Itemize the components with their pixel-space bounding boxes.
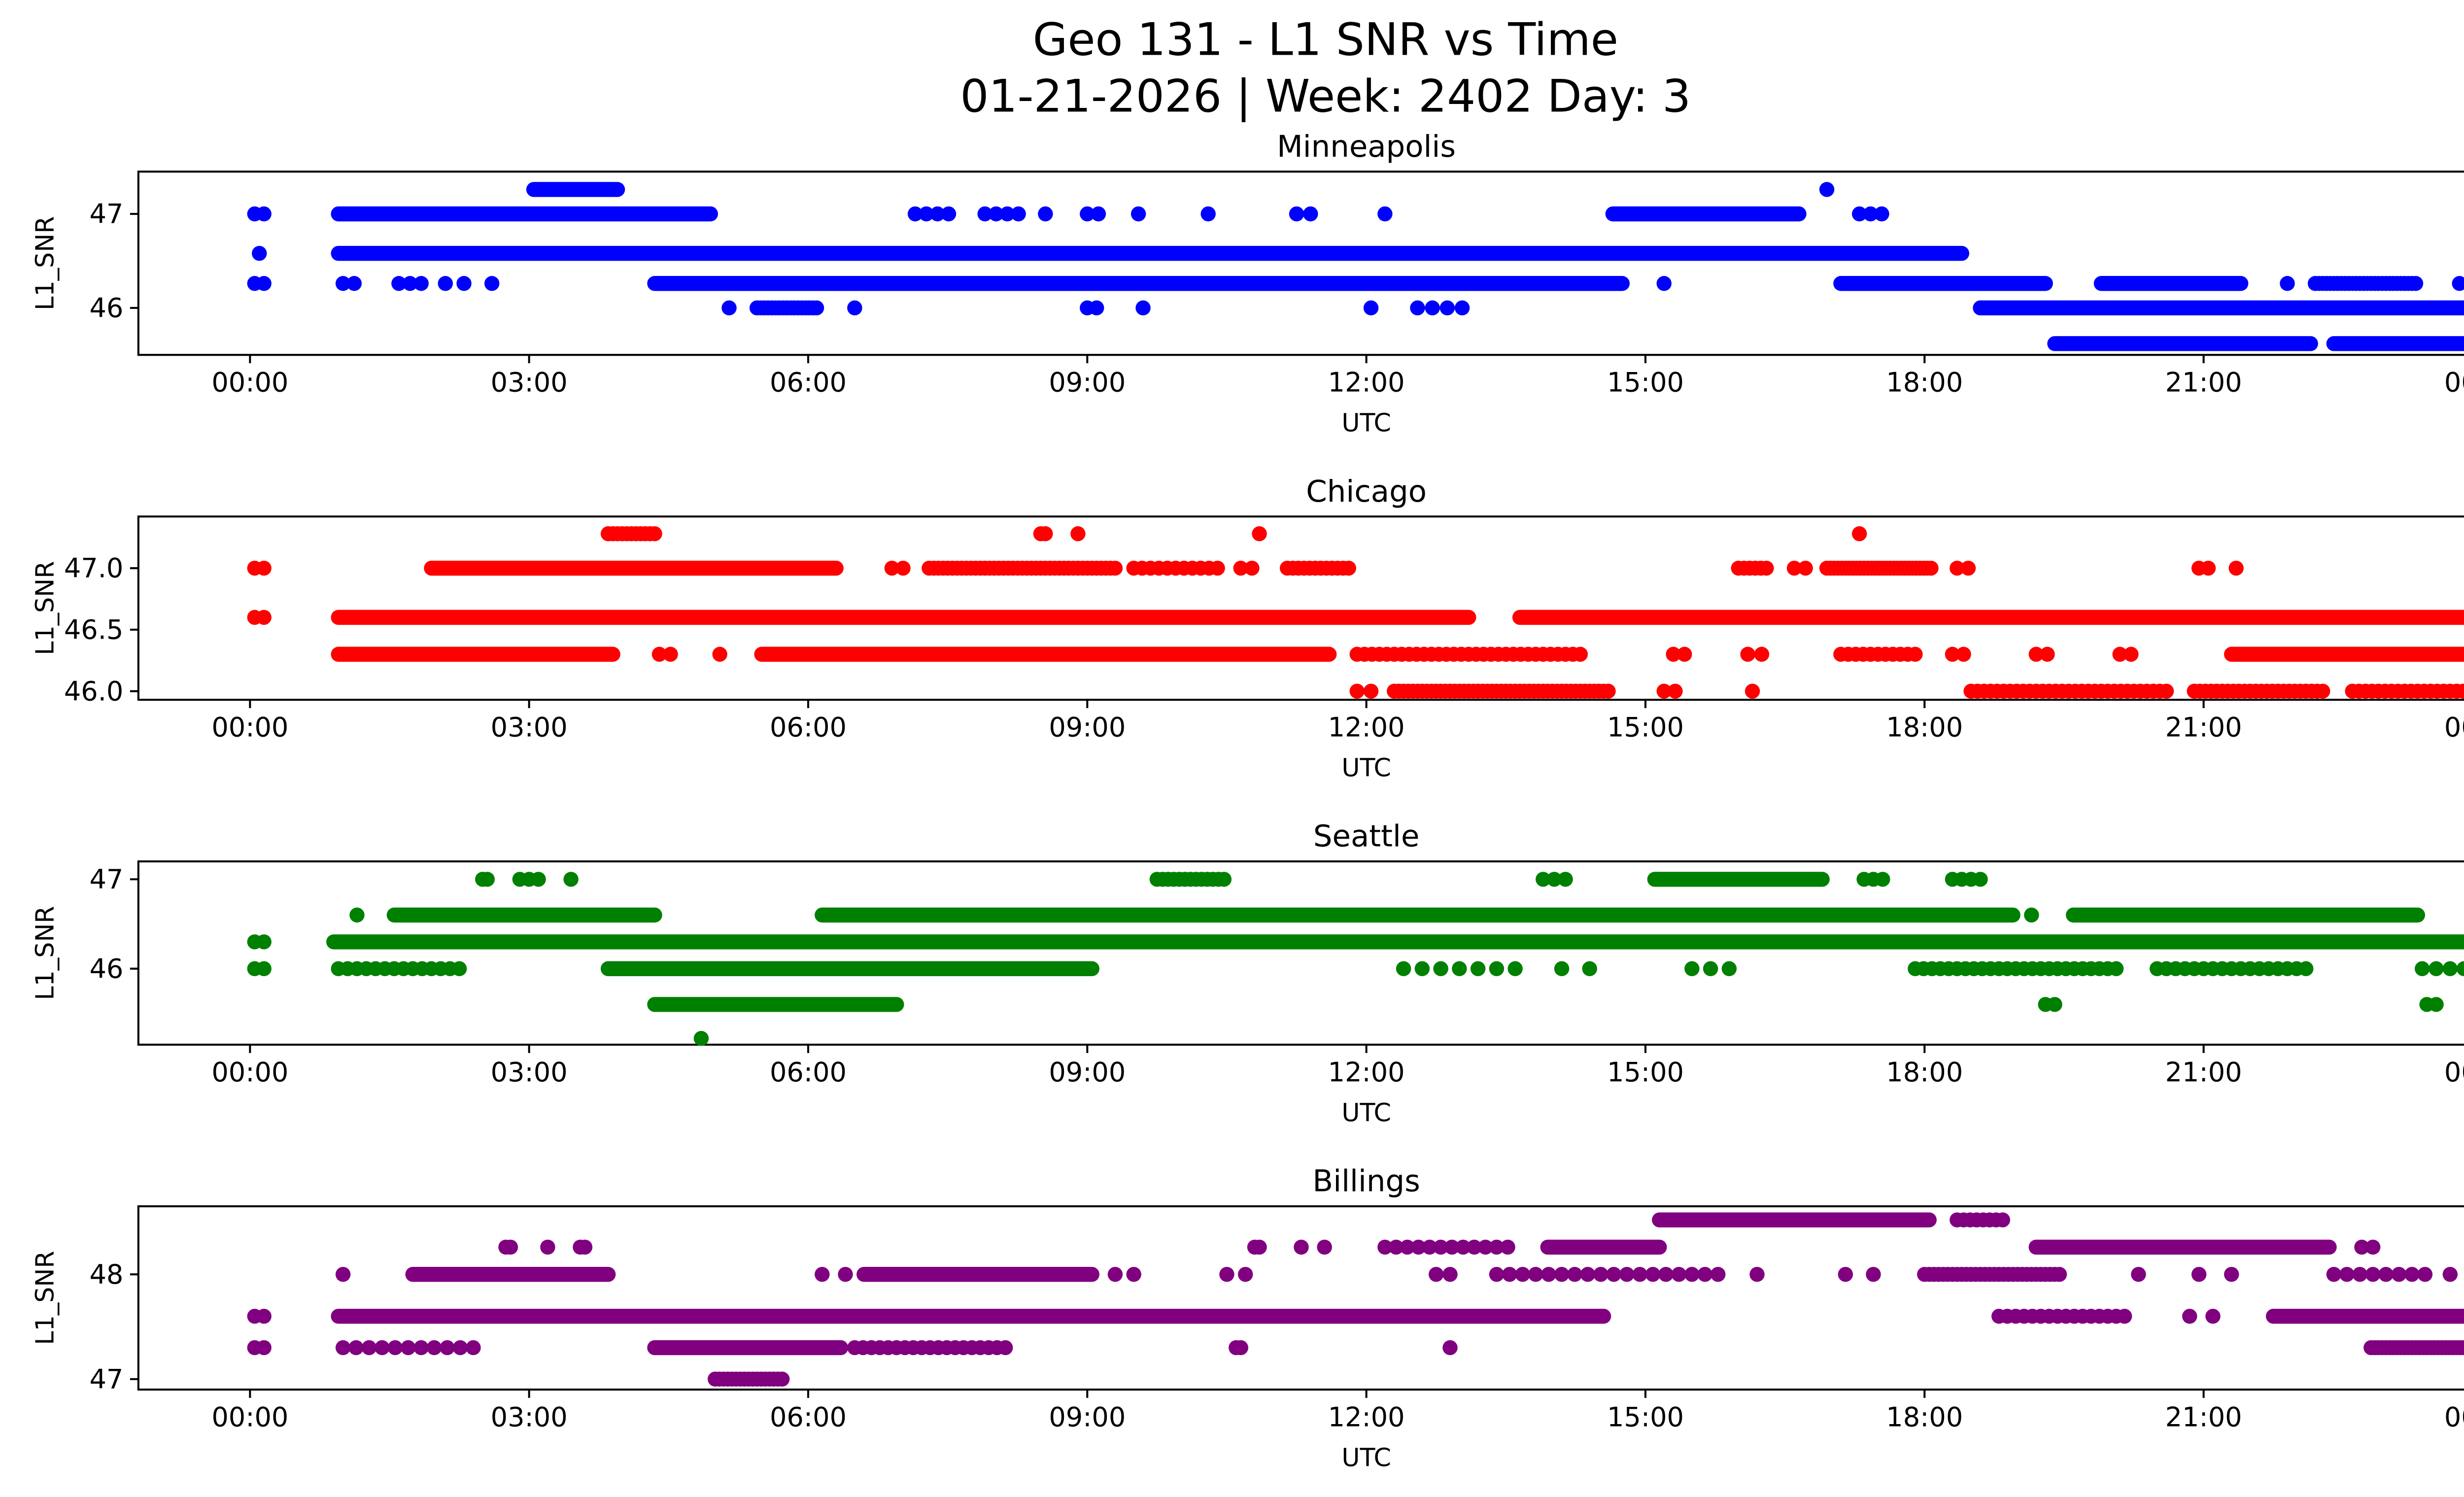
y-tick-label: 47: [89, 199, 123, 230]
x-tick-label: 21:00: [2165, 1401, 2242, 1432]
x-tick-label: 00:00: [211, 1401, 288, 1432]
scatter-points: [247, 182, 2464, 351]
x-tick-label: 18:00: [1886, 1401, 1963, 1432]
x-tick-label: 06:00: [770, 1401, 847, 1432]
x-tick-label: 18:00: [1886, 1056, 1963, 1088]
x-axis-label: UTC: [1341, 1098, 1391, 1127]
y-tick-label: 46.5: [64, 614, 124, 645]
x-tick-label: 15:00: [1607, 1056, 1684, 1088]
x-tick-label: 09:00: [1049, 712, 1126, 743]
figure-subtitle: 01-21-2026 | Week: 2402 Day: 3: [960, 70, 1691, 123]
x-tick-label: 06:00: [770, 367, 847, 398]
subplot-title: Seattle: [1313, 819, 1420, 854]
x-tick-label: 12:00: [1328, 712, 1405, 743]
subplot-title: Chicago: [1306, 474, 1427, 509]
subplots-container: Minneapolis L1_SNR UTC 00:00 03:00 06:00 09:00…: [30, 129, 2464, 1472]
figure-title: Geo 131 - L1 SNR vs Time: [1033, 13, 1618, 66]
x-axis-label: UTC: [1341, 408, 1391, 438]
scatter-points: [247, 526, 2464, 699]
x-tick-label: 00:00: [2444, 367, 2464, 398]
y-axis-label: L1_SNR: [30, 1251, 59, 1345]
x-tick-label: 21:00: [2165, 367, 2242, 398]
y-tick-label: 47: [89, 1363, 123, 1395]
y-axis-label: L1_SNR: [30, 216, 59, 310]
y-tick-label: 46: [89, 953, 123, 984]
x-axis-label: UTC: [1341, 753, 1391, 783]
x-tick-label: 00:00: [2444, 1056, 2464, 1088]
x-tick-label: 15:00: [1607, 1401, 1684, 1432]
x-tick-label: 09:00: [1049, 1056, 1126, 1088]
x-tick-label: 00:00: [2444, 1401, 2464, 1432]
x-tick-label: 06:00: [770, 712, 847, 743]
x-axis-label: UTC: [1341, 1443, 1391, 1472]
scatter-points: [247, 872, 2464, 1046]
y-tick-label: 48: [89, 1259, 123, 1290]
x-tick-label: 03:00: [491, 367, 568, 398]
x-tick-label: 12:00: [1328, 1401, 1405, 1432]
x-tick-label: 21:00: [2165, 712, 2242, 743]
x-tick-label: 21:00: [2165, 1056, 2242, 1088]
x-tick-label: 03:00: [491, 1401, 568, 1432]
x-tick-label: 03:00: [491, 712, 568, 743]
x-tick-label: 09:00: [1049, 367, 1126, 398]
x-tick-label: 18:00: [1886, 712, 1963, 743]
scatter-points: [247, 1212, 2464, 1387]
x-tick-label: 03:00: [491, 1056, 568, 1088]
x-tick-label: 00:00: [2444, 712, 2464, 743]
y-tick-label: 46: [89, 292, 123, 323]
x-tick-label: 09:00: [1049, 1401, 1126, 1432]
subplot-chicago: Chicago L1_SNR UTC 00:00 03:00 06:00 09:00 12:0…: [30, 474, 2464, 783]
x-tick-label: 15:00: [1607, 367, 1684, 398]
x-tick-label: 00:00: [211, 367, 288, 398]
y-tick-label: 47: [89, 864, 123, 895]
y-axis-label: L1_SNR: [30, 561, 59, 655]
x-tick-label: 00:00: [211, 712, 288, 743]
subplot-title: Minneapolis: [1277, 129, 1456, 164]
x-tick-label: 18:00: [1886, 367, 1963, 398]
x-tick-label: 12:00: [1328, 1056, 1405, 1088]
subplot-title: Billings: [1312, 1164, 1420, 1199]
x-tick-label: 00:00: [211, 1056, 288, 1088]
x-tick-label: 15:00: [1607, 712, 1684, 743]
subplot-seattle: Seattle L1_SNR UTC 00:00 03:00 06:00 09:00 12:0…: [30, 819, 2464, 1127]
x-tick-label: 06:00: [770, 1056, 847, 1088]
y-tick-label: 47.0: [64, 553, 124, 584]
subplot-minneapolis: Minneapolis L1_SNR UTC 00:00 03:00 06:00 09:00…: [30, 129, 2464, 438]
y-tick-label: 46.0: [64, 676, 124, 707]
y-axis-label: L1_SNR: [30, 906, 59, 1000]
subplot-billings: Billings L1_SNR UTC 00:00 03:00 06:00 09:00 12:…: [30, 1164, 2464, 1472]
x-tick-label: 12:00: [1328, 367, 1405, 398]
